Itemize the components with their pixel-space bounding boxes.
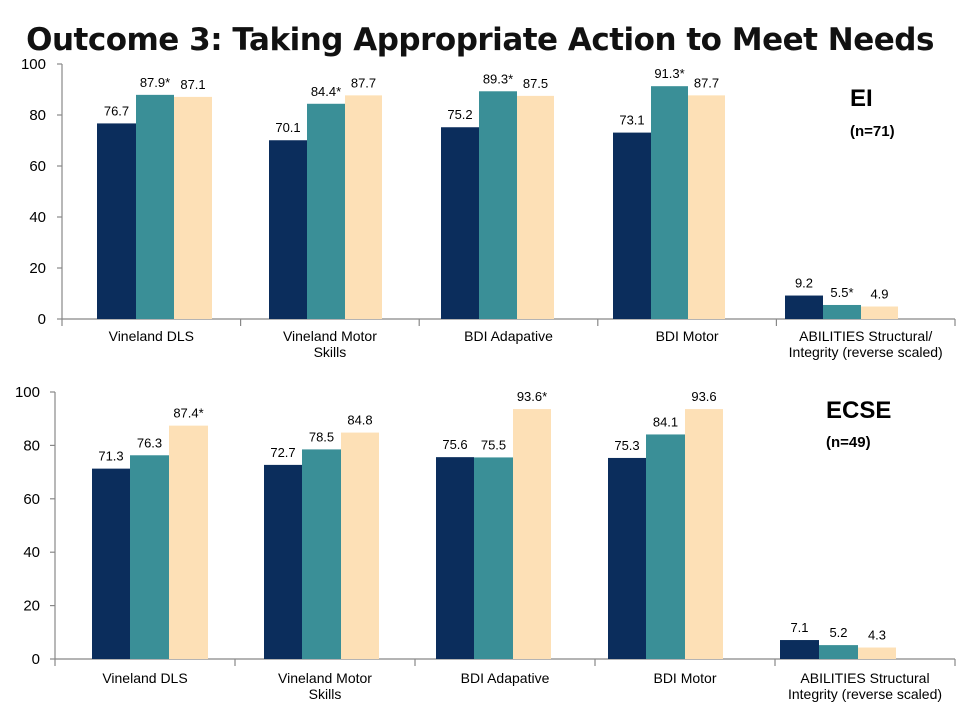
- group-label: EI: [850, 85, 873, 112]
- y-tick-label: 60: [29, 158, 46, 175]
- category-label: Vineland DLS: [102, 670, 187, 686]
- bar-2-2: [302, 449, 341, 659]
- bar-1-2: [136, 94, 174, 319]
- data-label: 75.2: [447, 107, 472, 122]
- data-label: 5.2: [829, 625, 847, 640]
- y-tick-label: 20: [29, 260, 46, 277]
- bar-1-3: [169, 425, 208, 659]
- y-tick-label: 80: [29, 107, 46, 124]
- bar-2-2: [307, 103, 345, 319]
- bar-3-1: [441, 127, 479, 320]
- data-label: 91.3*: [654, 66, 684, 81]
- category-label: BDI Motor: [653, 670, 716, 686]
- y-tick-label: 0: [32, 651, 40, 668]
- bar-3-1: [436, 457, 474, 659]
- data-label: 76.7: [104, 103, 129, 118]
- chart-panel-2: 0 20 40 60 80 100 71.3 76.3 87.4* Vineland DLS 72.…: [15, 384, 956, 702]
- bar-1-1: [97, 123, 136, 319]
- category-label: BDI Adapative: [464, 328, 553, 344]
- data-label: 93.6: [691, 389, 716, 404]
- data-label: 4.3: [868, 628, 886, 643]
- bar-5-3: [861, 306, 898, 319]
- bar-2-1: [264, 464, 302, 659]
- bar-2-3: [345, 95, 382, 320]
- group-label: ECSE: [826, 397, 891, 424]
- bar-1-1: [92, 468, 130, 659]
- bar-5-1: [780, 640, 819, 659]
- category-label: Vineland DLS: [109, 328, 194, 344]
- data-label: 75.5: [481, 437, 506, 452]
- bar-4-3: [688, 95, 725, 320]
- bar-3-3: [513, 409, 551, 659]
- data-label: 9.2: [795, 276, 813, 291]
- y-tick-label: 40: [29, 209, 46, 226]
- data-label: 5.5*: [830, 285, 853, 300]
- data-label: 87.1: [180, 77, 205, 92]
- data-label: 70.1: [275, 120, 300, 135]
- bar-1-2: [130, 455, 169, 659]
- y-tick-label: 20: [23, 598, 40, 615]
- data-label: 75.6: [442, 437, 467, 452]
- data-label: 87.5: [523, 76, 548, 91]
- bar-4-1: [608, 457, 646, 659]
- bar-3-2: [474, 457, 513, 659]
- data-label: 4.9: [870, 287, 888, 302]
- data-label: 75.3: [614, 438, 639, 453]
- bar-5-2: [819, 645, 858, 659]
- bar-1-3: [174, 96, 212, 320]
- category-label: ABILITIES Structural/Integrity (reverse …: [789, 328, 943, 360]
- bar-4-2: [651, 86, 688, 319]
- data-label: 84.4*: [311, 84, 341, 99]
- bar-5-3: [858, 647, 896, 659]
- y-tick-label: 100: [21, 56, 46, 73]
- data-label: 84.1: [653, 414, 678, 429]
- bar-5-2: [823, 304, 861, 319]
- y-tick-label: 0: [38, 311, 46, 328]
- chart-panel-1: 0 20 40 60 80 100 76.7 87.9* 87.1 Vineland DLS 70.…: [21, 56, 956, 360]
- bar-5-1: [785, 295, 823, 319]
- data-label: 72.7: [270, 445, 295, 460]
- bar-4-3: [685, 409, 723, 659]
- data-label: 76.3: [137, 435, 162, 450]
- category-label: BDI Motor: [656, 328, 719, 344]
- bar-2-1: [269, 140, 307, 319]
- y-tick-label: 40: [23, 544, 40, 561]
- data-label: 71.3: [98, 449, 123, 464]
- group-n-label: (n=71): [850, 123, 895, 140]
- slide-title: Outcome 3: Taking Appropriate Action to …: [26, 22, 934, 58]
- data-label: 87.7: [694, 75, 719, 90]
- y-tick-label: 80: [23, 437, 40, 454]
- category-label: BDI Adapative: [461, 670, 550, 686]
- y-tick-label: 60: [23, 491, 40, 508]
- bar-4-2: [646, 434, 685, 659]
- data-label: 78.5: [309, 429, 334, 444]
- data-label: 73.1: [619, 113, 644, 128]
- bar-2-3: [341, 432, 379, 659]
- data-label: 7.1: [790, 620, 808, 635]
- data-label: 89.3*: [483, 71, 513, 86]
- y-tick-label: 100: [15, 384, 40, 401]
- group-n-label: (n=49): [826, 434, 871, 451]
- bar-3-3: [517, 95, 554, 319]
- bar-3-2: [479, 91, 517, 319]
- category-label: ABILITIES Structural Integrity (reverse s…: [788, 670, 942, 702]
- data-label: 93.6*: [517, 389, 547, 404]
- category-label: Vineland Motor Skills: [278, 670, 372, 702]
- category-label: Vineland Motor Skills: [283, 328, 377, 360]
- bar-4-1: [613, 132, 651, 319]
- data-label: 87.7: [351, 75, 376, 90]
- data-label: 87.4*: [173, 406, 203, 421]
- data-label: 84.8: [347, 413, 372, 428]
- data-label: 87.9*: [140, 75, 170, 90]
